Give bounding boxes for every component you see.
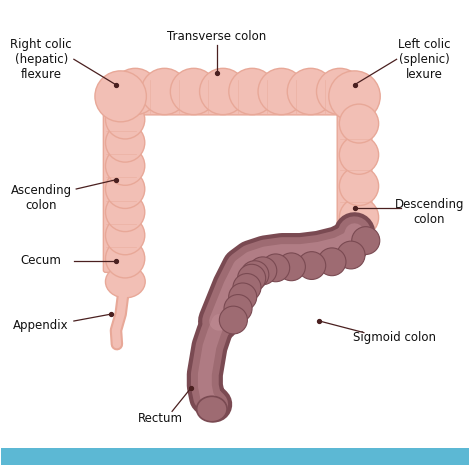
Text: Ascending
colon: Ascending colon — [10, 184, 72, 212]
Circle shape — [224, 295, 252, 322]
Circle shape — [258, 69, 305, 115]
Circle shape — [106, 123, 145, 162]
Text: Transverse colon: Transverse colon — [167, 30, 266, 42]
Circle shape — [229, 69, 275, 115]
Circle shape — [287, 69, 334, 115]
Circle shape — [106, 170, 145, 208]
Text: Cecum: Cecum — [21, 254, 62, 267]
Circle shape — [219, 306, 247, 334]
Circle shape — [262, 254, 290, 282]
Text: Descending
colon: Descending colon — [394, 198, 464, 226]
Circle shape — [228, 283, 257, 311]
Circle shape — [106, 193, 145, 232]
Circle shape — [112, 69, 159, 115]
Circle shape — [95, 71, 146, 122]
Circle shape — [337, 241, 365, 269]
Circle shape — [200, 69, 246, 115]
Circle shape — [106, 100, 145, 139]
Circle shape — [329, 71, 380, 122]
Text: Rectum: Rectum — [138, 412, 183, 425]
Ellipse shape — [105, 266, 145, 298]
Circle shape — [170, 69, 217, 115]
Circle shape — [339, 104, 379, 143]
Text: Appendix: Appendix — [13, 319, 69, 332]
Circle shape — [141, 69, 188, 115]
FancyBboxPatch shape — [103, 106, 138, 272]
Circle shape — [318, 248, 346, 276]
Circle shape — [339, 167, 379, 206]
Circle shape — [339, 198, 379, 237]
Circle shape — [277, 253, 305, 281]
Circle shape — [106, 239, 145, 278]
Text: Right colic
(hepatic)
flexure: Right colic (hepatic) flexure — [10, 38, 72, 81]
Circle shape — [249, 257, 277, 285]
FancyBboxPatch shape — [1, 448, 469, 466]
Circle shape — [237, 264, 265, 292]
FancyBboxPatch shape — [337, 106, 372, 235]
FancyBboxPatch shape — [118, 78, 357, 115]
Circle shape — [317, 69, 363, 115]
Ellipse shape — [197, 396, 227, 422]
Text: Left colic
(splenic)
lexure: Left colic (splenic) lexure — [399, 38, 451, 81]
Circle shape — [233, 274, 261, 302]
Circle shape — [106, 216, 145, 255]
Circle shape — [298, 252, 326, 280]
Circle shape — [339, 136, 379, 174]
Circle shape — [241, 261, 269, 288]
Circle shape — [106, 146, 145, 185]
Text: Sigmoid colon: Sigmoid colon — [353, 331, 436, 344]
Circle shape — [352, 226, 380, 254]
